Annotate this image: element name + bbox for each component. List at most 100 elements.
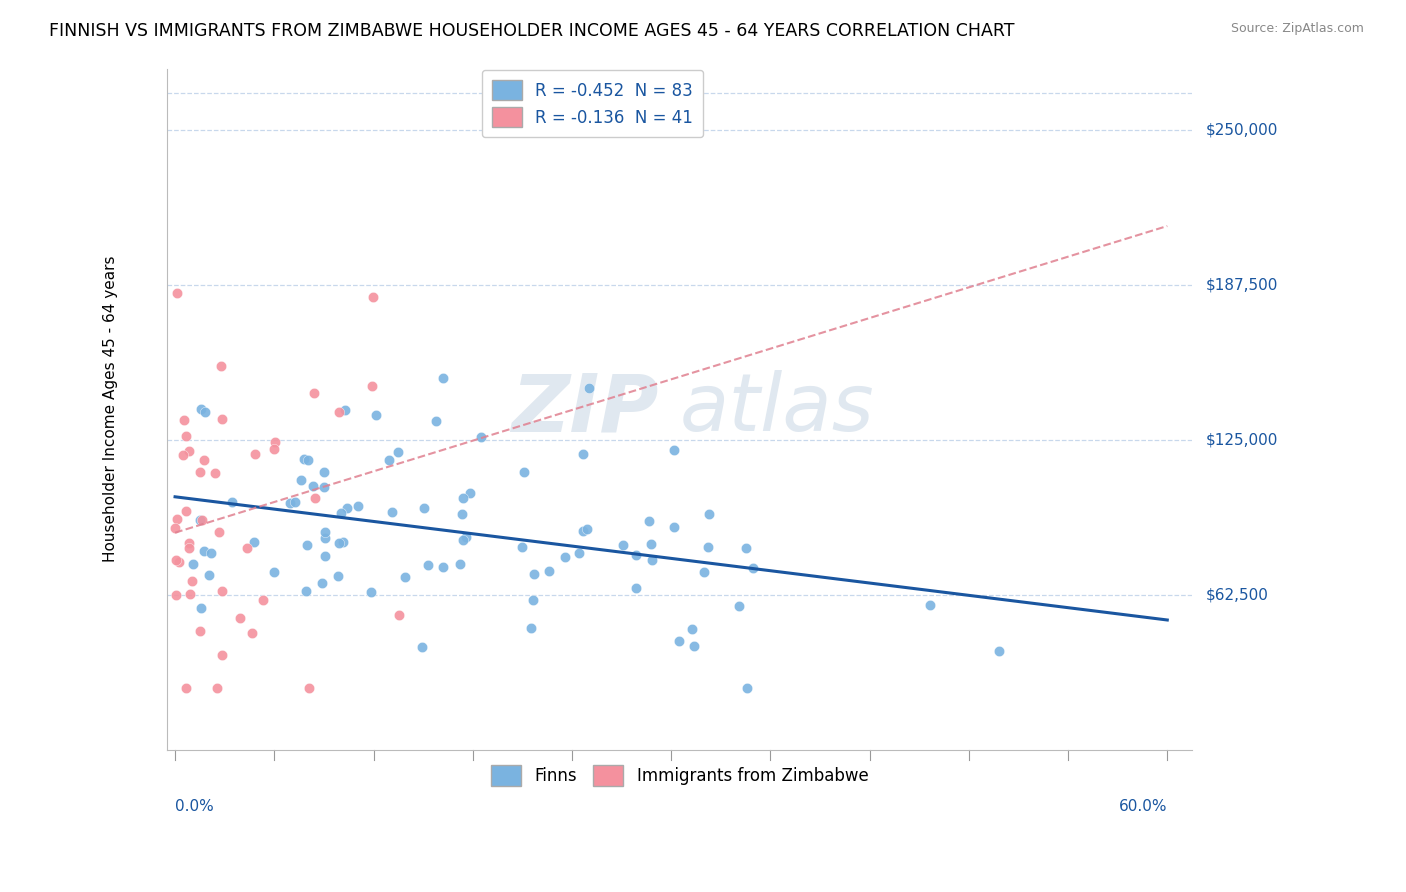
Legend: Finns, Immigrants from Zimbabwe: Finns, Immigrants from Zimbabwe bbox=[484, 759, 875, 792]
Point bbox=[243, 447, 266, 461]
Point bbox=[346, 499, 368, 513]
Point bbox=[304, 491, 326, 506]
Point bbox=[166, 512, 188, 526]
Point bbox=[190, 601, 212, 615]
Point bbox=[640, 553, 662, 567]
Point bbox=[413, 501, 436, 516]
Point bbox=[194, 405, 217, 419]
Point bbox=[537, 565, 560, 579]
Point bbox=[188, 465, 211, 479]
Point bbox=[458, 486, 481, 500]
Point bbox=[697, 507, 720, 521]
Point bbox=[328, 405, 350, 419]
Point bbox=[240, 626, 263, 640]
Point bbox=[190, 402, 212, 417]
Point bbox=[284, 494, 307, 508]
Point bbox=[211, 583, 233, 598]
Point bbox=[297, 453, 319, 467]
Point bbox=[381, 505, 404, 519]
Point bbox=[181, 558, 204, 572]
Point bbox=[263, 565, 285, 579]
Text: ZIP: ZIP bbox=[512, 370, 659, 448]
Point bbox=[200, 546, 222, 560]
Point bbox=[388, 607, 411, 622]
Point bbox=[165, 521, 187, 535]
Point bbox=[302, 385, 325, 400]
Point bbox=[191, 513, 214, 527]
Point bbox=[612, 538, 634, 552]
Point bbox=[312, 480, 335, 494]
Point bbox=[263, 442, 285, 456]
Point bbox=[314, 525, 336, 540]
Text: FINNISH VS IMMIGRANTS FROM ZIMBABWE HOUSEHOLDER INCOME AGES 45 - 64 YEARS CORREL: FINNISH VS IMMIGRANTS FROM ZIMBABWE HOUS… bbox=[49, 22, 1015, 40]
Point bbox=[411, 640, 433, 655]
Point bbox=[264, 435, 287, 450]
Point bbox=[668, 634, 690, 648]
Point bbox=[513, 465, 536, 479]
Point bbox=[236, 541, 259, 555]
Point bbox=[510, 540, 533, 554]
Point bbox=[314, 549, 336, 563]
Point bbox=[177, 444, 200, 458]
Point bbox=[693, 565, 716, 579]
Point bbox=[697, 540, 720, 554]
Point bbox=[290, 473, 312, 487]
Point bbox=[197, 568, 219, 582]
Point bbox=[174, 681, 197, 695]
Point bbox=[242, 535, 264, 549]
Point bbox=[188, 513, 211, 527]
Point bbox=[166, 285, 188, 300]
Text: atlas: atlas bbox=[679, 370, 875, 448]
Point bbox=[297, 538, 319, 552]
Point bbox=[295, 583, 318, 598]
Text: $250,000: $250,000 bbox=[1205, 123, 1278, 138]
Point bbox=[637, 514, 659, 528]
Point bbox=[179, 541, 201, 555]
Point bbox=[624, 581, 647, 595]
Point bbox=[449, 558, 471, 572]
Point bbox=[640, 536, 662, 550]
Point bbox=[328, 569, 350, 583]
Point bbox=[728, 599, 751, 613]
Point bbox=[470, 430, 492, 444]
Point bbox=[364, 408, 387, 422]
Point bbox=[735, 541, 758, 555]
Point bbox=[332, 534, 354, 549]
Point bbox=[418, 558, 440, 572]
Point bbox=[394, 569, 416, 583]
Point bbox=[522, 592, 544, 607]
Point bbox=[328, 536, 350, 550]
Text: 0.0%: 0.0% bbox=[176, 799, 214, 814]
Point bbox=[432, 371, 454, 385]
Point bbox=[451, 533, 474, 548]
Point bbox=[301, 479, 323, 493]
Text: 60.0%: 60.0% bbox=[1119, 799, 1167, 814]
Point bbox=[742, 561, 765, 575]
Point bbox=[735, 681, 758, 695]
Point bbox=[432, 560, 454, 574]
Point bbox=[523, 567, 546, 582]
Point bbox=[165, 588, 187, 602]
Point bbox=[165, 553, 187, 567]
Point bbox=[312, 466, 335, 480]
Point bbox=[387, 445, 409, 459]
Point bbox=[425, 414, 447, 428]
Text: Householder Income Ages 45 - 64 years: Householder Income Ages 45 - 64 years bbox=[103, 256, 118, 562]
Point bbox=[624, 548, 647, 562]
Point bbox=[361, 379, 384, 393]
Point bbox=[451, 491, 474, 505]
Point bbox=[228, 611, 250, 625]
Point bbox=[378, 453, 401, 467]
Text: Source: ZipAtlas.com: Source: ZipAtlas.com bbox=[1230, 22, 1364, 36]
Point bbox=[554, 550, 576, 565]
Point bbox=[567, 546, 589, 560]
Point bbox=[681, 622, 703, 636]
Point bbox=[193, 543, 215, 558]
Point bbox=[179, 587, 201, 601]
Point bbox=[662, 443, 685, 458]
Point bbox=[188, 624, 211, 638]
Text: $187,500: $187,500 bbox=[1205, 277, 1278, 293]
Point bbox=[205, 681, 228, 695]
Point bbox=[683, 639, 706, 653]
Point bbox=[361, 290, 384, 304]
